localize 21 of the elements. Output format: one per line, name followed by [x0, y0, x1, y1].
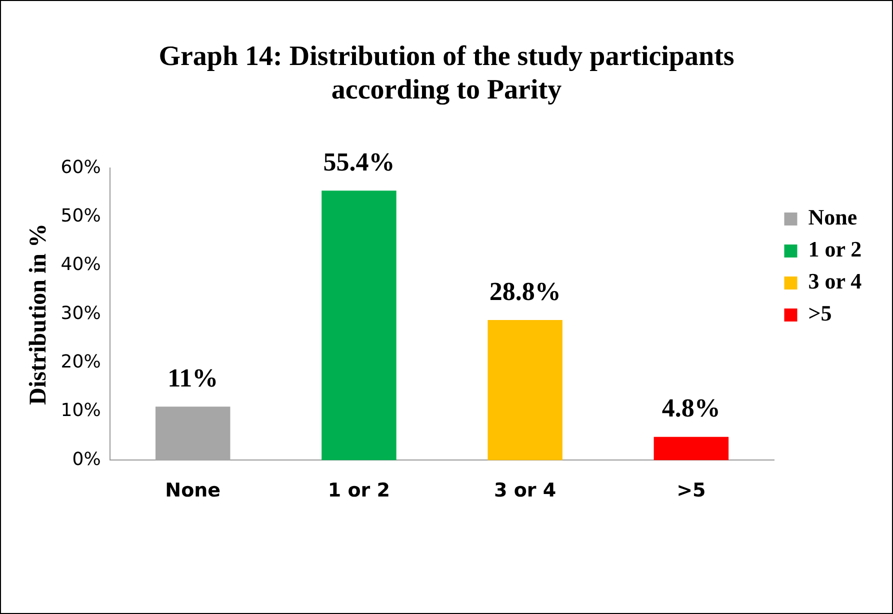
y-axis-title: Distribution in % [26, 224, 52, 405]
y-tick-label: 20% [60, 352, 101, 373]
x-tick-label: 1 or 2 [328, 480, 390, 502]
y-tick-label: 10% [60, 400, 101, 422]
legend-label: None [808, 204, 858, 230]
data-label: 55.4% [323, 147, 395, 176]
x-tick-label: None [165, 480, 221, 502]
data-label: 28.8% [489, 276, 561, 306]
y-tick-label: 0% [72, 448, 101, 470]
legend-label: >5 [808, 300, 832, 326]
x-tick-label: 3 or 4 [494, 480, 556, 502]
legend-label: 1 or 2 [808, 236, 862, 262]
y-tick-label: 40% [60, 254, 101, 276]
y-tick-label: 60% [60, 156, 101, 178]
x-tick-label: >5 [676, 480, 706, 502]
data-label: 4.8% [662, 394, 720, 423]
y-tick-label: 50% [60, 206, 101, 227]
y-tick-label: 30% [60, 302, 101, 324]
chart-title: Graph 14: Distribution of the study participants according to Parity [158, 41, 734, 106]
data-label: 11% [168, 363, 218, 392]
legend-label: 3 or 4 [808, 268, 862, 294]
